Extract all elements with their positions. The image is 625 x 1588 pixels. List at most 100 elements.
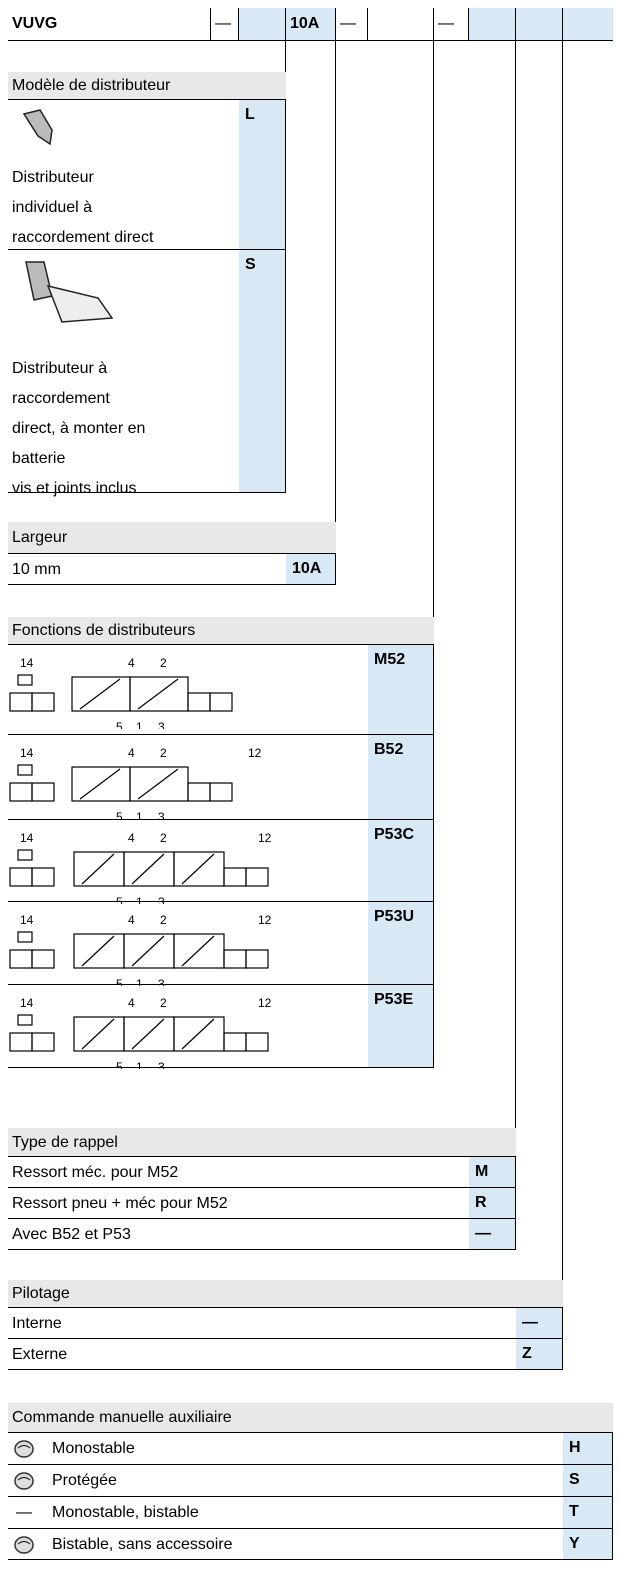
row-label: Bistable, sans accessoire xyxy=(52,1536,233,1553)
dash-cell: — xyxy=(434,8,469,41)
product-image xyxy=(25,261,114,323)
symbol-part xyxy=(31,1032,55,1052)
connector-line xyxy=(432,41,434,617)
valve-symbol: 14 4 2 12 5 1 3 xyxy=(9,913,272,986)
port-label: 2 xyxy=(160,996,167,1010)
symbol-part xyxy=(31,867,55,887)
symbol-part xyxy=(223,949,247,969)
port-label: 5 xyxy=(116,895,123,904)
row-label: 10 mm xyxy=(12,561,61,578)
symbol-part xyxy=(17,1444,31,1449)
code-cell: P53E xyxy=(368,985,433,1067)
row-label: Avec B52 et P53 xyxy=(12,1226,131,1243)
section-header: Largeur xyxy=(8,522,336,554)
row-label: Ressort méc. pour M52 xyxy=(12,1164,179,1181)
icon xyxy=(14,1472,34,1490)
port-label: 12 xyxy=(258,831,272,845)
symbol-part xyxy=(173,1016,225,1052)
port-label: 4 xyxy=(128,656,135,670)
valve-symbol: 14 4 2 12 5 1 3 xyxy=(9,996,272,1069)
section-header: Type de rappel xyxy=(8,1128,516,1157)
port-label: 4 xyxy=(128,996,135,1010)
icon-text: — xyxy=(16,1504,32,1521)
symbol-part xyxy=(9,692,33,712)
code-cell: R xyxy=(469,1188,515,1218)
code-cell: Y xyxy=(563,1529,612,1559)
symbol-part xyxy=(9,949,33,969)
section-header: Modèle de distributeur xyxy=(8,72,286,100)
connector-line xyxy=(334,41,336,522)
row xyxy=(8,1529,613,1560)
symbol-part xyxy=(173,851,225,887)
port-label: 12 xyxy=(248,746,262,760)
port-label: 5 xyxy=(116,977,123,986)
empty-cell xyxy=(368,8,434,41)
symbol-part xyxy=(73,1016,125,1052)
row-label: Monostable, bistable xyxy=(52,1504,199,1521)
code-cell: H xyxy=(563,1433,612,1464)
symbol-part xyxy=(31,949,55,969)
row xyxy=(8,985,434,1068)
code-cell: P53C xyxy=(368,820,433,901)
row-text: Distributeur xyxy=(12,169,94,186)
empty-cell xyxy=(516,8,563,41)
symbol-part xyxy=(245,1032,269,1052)
row xyxy=(8,820,434,902)
symbol-part xyxy=(173,933,225,969)
empty-cell xyxy=(563,8,613,41)
symbol-part xyxy=(79,678,121,710)
symbol-part xyxy=(81,1018,115,1050)
code-cell: P53U xyxy=(368,902,433,984)
row-label: Protégée xyxy=(52,1472,117,1489)
row xyxy=(8,1497,613,1529)
dash-cell: — xyxy=(211,8,239,41)
symbol-part xyxy=(17,931,33,943)
row xyxy=(8,1339,563,1370)
row-label: Interne xyxy=(12,1315,62,1332)
symbol-part xyxy=(123,933,175,969)
symbol-part xyxy=(31,782,55,802)
port-label: 4 xyxy=(128,746,135,760)
port-label: 5 xyxy=(116,1060,123,1069)
code-cell: M52 xyxy=(368,645,433,734)
row-text: raccordement xyxy=(12,390,110,407)
row-label: Ressort pneu + méc pour M52 xyxy=(12,1195,228,1212)
symbol-part xyxy=(17,849,33,861)
symbol-part xyxy=(223,1032,247,1052)
symbol-part xyxy=(17,1476,31,1481)
symbol-part xyxy=(131,1018,165,1050)
dash-cell: — xyxy=(336,8,368,41)
port-label: 1 xyxy=(136,977,143,986)
symbol-part xyxy=(73,933,125,969)
symbol-part xyxy=(9,1032,33,1052)
symbol-part xyxy=(209,782,233,802)
row xyxy=(8,645,434,735)
symbol-part xyxy=(9,782,33,802)
symbol-part xyxy=(181,935,215,967)
row xyxy=(8,1465,613,1497)
port-label: 5 xyxy=(116,720,123,729)
row-text: batterie xyxy=(12,450,66,467)
symbol-part xyxy=(31,692,55,712)
row-label: Monostable xyxy=(52,1440,135,1457)
row xyxy=(8,902,434,985)
row xyxy=(8,1308,563,1339)
port-label: 1 xyxy=(136,810,143,819)
port-label: 14 xyxy=(20,746,34,760)
symbol-part xyxy=(25,261,53,301)
symbol-part xyxy=(137,678,179,710)
port-label: 12 xyxy=(258,913,272,927)
row xyxy=(8,1157,516,1188)
symbol-part xyxy=(46,284,114,323)
port-label: 1 xyxy=(136,1060,143,1069)
symbol-part xyxy=(73,851,125,887)
row xyxy=(8,1433,613,1465)
symbol-part xyxy=(187,692,211,712)
connector-line xyxy=(284,41,286,72)
port-label: 2 xyxy=(160,831,167,845)
port-label: 14 xyxy=(20,656,34,670)
symbol-part xyxy=(245,867,269,887)
symbol-part xyxy=(22,109,53,146)
port-label: 4 xyxy=(128,913,135,927)
code-cell: Z xyxy=(516,1339,562,1369)
